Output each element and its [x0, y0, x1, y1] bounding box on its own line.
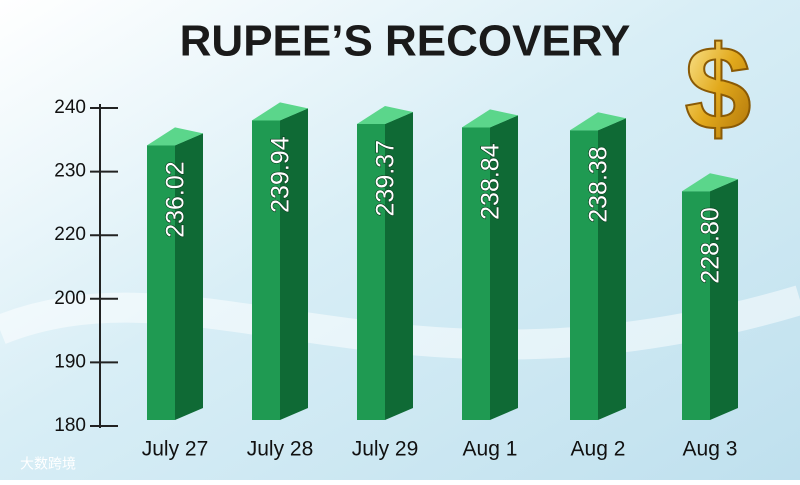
- watermark: 大数跨境: [20, 456, 76, 472]
- bar: [252, 120, 280, 421]
- bar-side: [385, 112, 413, 420]
- x-tick-label: Aug 1: [463, 438, 518, 461]
- value-label: 239.94: [267, 136, 295, 213]
- y-tick-label: 180: [54, 415, 86, 436]
- y-tick-label: 230: [54, 161, 86, 182]
- x-tick-label: Aug 3: [683, 438, 738, 461]
- bar-side: [280, 108, 308, 421]
- chart-title: RUPEE’S RECOVERY: [180, 17, 631, 66]
- value-label: 238.38: [585, 146, 613, 222]
- dollar-icon: $: [685, 22, 752, 156]
- bar-side: [598, 118, 626, 421]
- value-label: 228.80: [697, 207, 725, 283]
- bar-cap: [147, 127, 203, 146]
- bar: [357, 124, 385, 420]
- bar-side: [490, 115, 518, 421]
- bar-side: [710, 179, 738, 420]
- background-wave: [0, 285, 800, 360]
- bar-cap: [357, 106, 413, 125]
- y-tick-label: 240: [54, 97, 86, 118]
- value-label: 236.02: [162, 161, 190, 237]
- value-label: 238.84: [477, 143, 505, 220]
- x-tick-label: July 27: [142, 438, 209, 461]
- bar: [570, 130, 598, 420]
- bar-cap: [252, 102, 308, 121]
- x-tick-label: Aug 2: [571, 438, 626, 461]
- bar: [682, 191, 710, 420]
- bar-side: [175, 133, 203, 420]
- bar: [147, 145, 175, 420]
- bar-cap: [570, 112, 626, 131]
- bar-cap: [462, 109, 518, 128]
- y-tick-label: 220: [54, 224, 86, 245]
- value-label: 239.37: [372, 140, 400, 216]
- x-tick-label: July 29: [352, 438, 419, 461]
- bar-cap: [682, 173, 738, 192]
- y-tick-label: 190: [54, 351, 86, 372]
- y-tick-label: 200: [54, 288, 86, 309]
- bar: [462, 127, 490, 421]
- x-tick-label: July 28: [247, 438, 314, 461]
